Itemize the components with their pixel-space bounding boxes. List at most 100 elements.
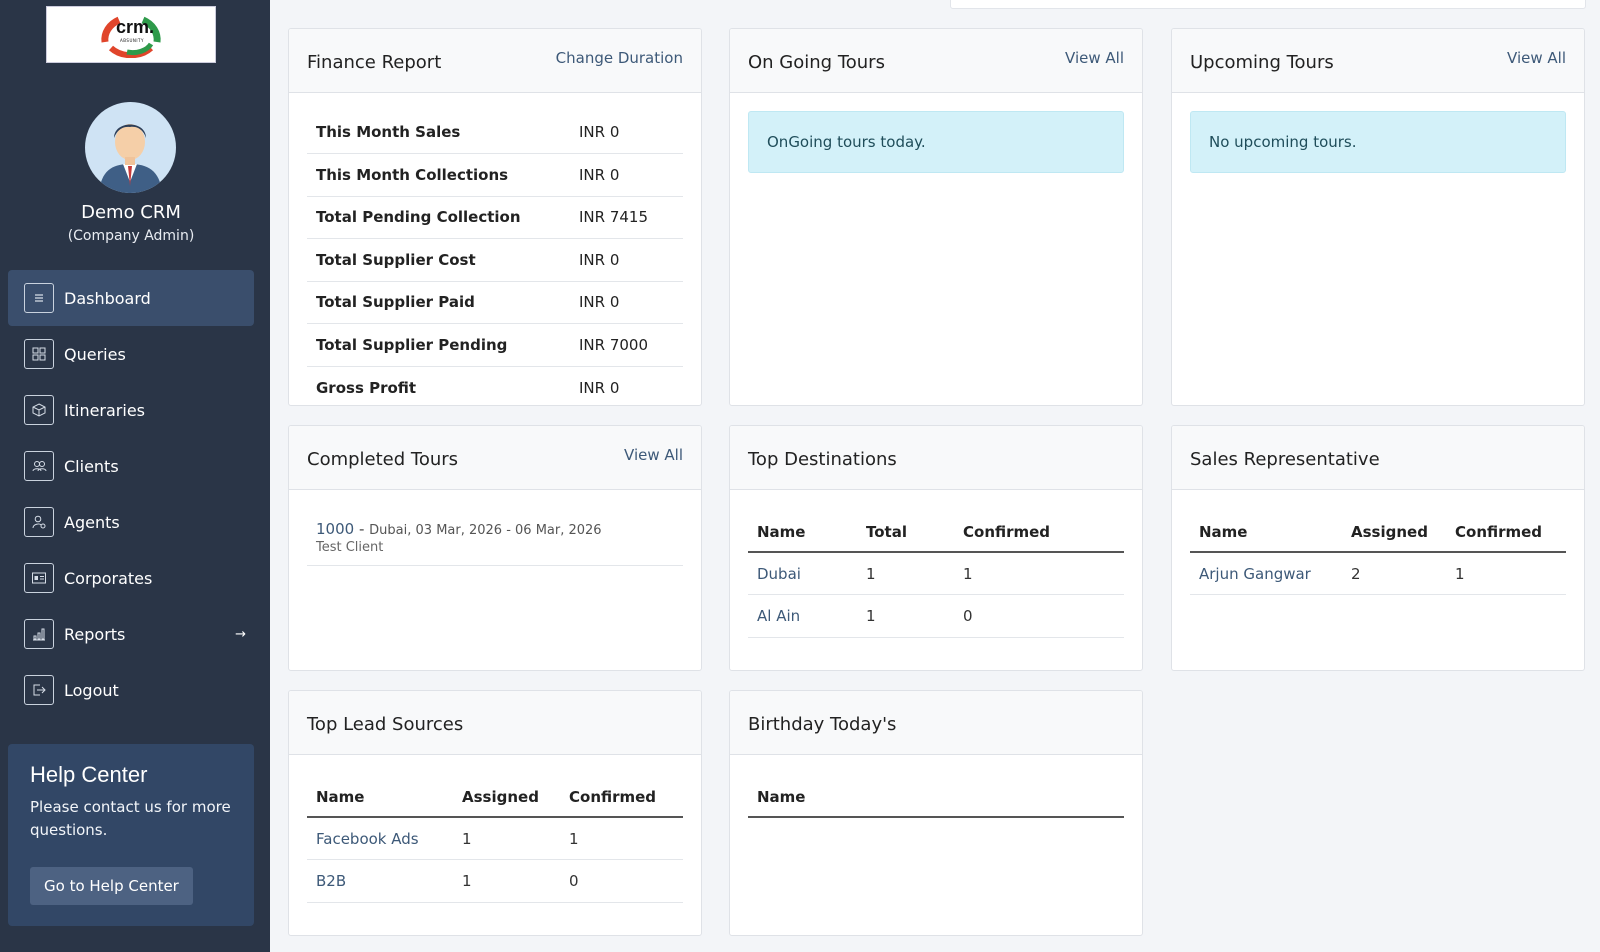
table-cell: 1 — [954, 552, 1124, 595]
nav-clients[interactable]: Clients — [8, 438, 254, 494]
table-cell: 1 — [453, 859, 560, 903]
card-title: Upcoming Tours — [1190, 52, 1334, 73]
card-title: Completed Tours — [307, 449, 459, 470]
top-destinations-card: Top Destinations Name Total Confirmed Du… — [729, 425, 1143, 671]
column-header: Total — [857, 512, 954, 553]
table-row: This Month Sales INR 0 — [307, 111, 683, 154]
table-cell: 0 — [560, 859, 683, 903]
sales-rep-table: Name Assigned Confirmed Arjun Gangwar 2 … — [1190, 512, 1566, 595]
grid-icon — [24, 339, 54, 369]
column-header: Name — [307, 777, 453, 818]
card-header: Birthday Today's — [730, 691, 1142, 755]
company-logo[interactable]: crm. ABSUNITY — [46, 6, 216, 63]
finance-label: Total Pending Collection — [307, 196, 570, 239]
table-row: Total Supplier Cost INR 0 — [307, 238, 683, 282]
column-header: Name — [1190, 512, 1342, 553]
completed-view-all-link[interactable]: View All — [624, 445, 683, 464]
users-icon — [24, 451, 54, 481]
logout-icon — [24, 675, 54, 705]
nav-corporates[interactable]: Corporates — [8, 550, 254, 606]
card-title: Top Destinations — [748, 449, 897, 470]
nav-queries[interactable]: Queries — [8, 326, 254, 382]
destinations-table: Name Total Confirmed Dubai 1 1 Al Ain 1 … — [748, 512, 1124, 638]
sales-rep-name-link[interactable]: Arjun Gangwar — [1190, 552, 1342, 595]
card-header: Top Lead Sources — [289, 691, 701, 755]
avatar[interactable] — [85, 102, 176, 193]
ongoing-tours-card: On Going Tours View All OnGoing tours to… — [729, 28, 1143, 406]
nav-dashboard[interactable]: Dashboard — [8, 270, 254, 326]
destination-name-link[interactable]: Dubai — [748, 552, 857, 595]
nav-logout[interactable]: Logout — [8, 662, 254, 718]
finance-label: Gross Profit — [316, 378, 417, 397]
table-header-row: Name Total Confirmed — [748, 512, 1124, 553]
list-item[interactable]: 1000 - Dubai, 03 Mar, 2026 - 06 Mar, 202… — [307, 520, 683, 566]
lead-sources-table: Name Assigned Confirmed Facebook Ads 1 1… — [307, 777, 683, 903]
column-header: Name — [748, 512, 857, 553]
top-search-bar[interactable] — [950, 0, 1586, 9]
table-header-row: Name — [748, 777, 1124, 818]
user-avatar-icon — [99, 124, 162, 193]
upcoming-view-all-link[interactable]: View All — [1507, 48, 1566, 67]
arrow-right-icon: → — [235, 626, 246, 642]
finance-value: INR 0 — [570, 111, 683, 154]
id-card-icon — [24, 563, 54, 593]
table-cell: 1 — [453, 817, 560, 860]
logo-subtext: ABSUNITY — [120, 38, 144, 43]
finance-label: Total Supplier Paid — [307, 281, 570, 324]
nav-reports[interactable]: Reports → — [8, 606, 254, 662]
card-title: Top Lead Sources — [307, 714, 464, 735]
finance-report-card: Finance Report Change Duration This Mont… — [288, 28, 702, 406]
lead-source-name-link[interactable]: B2B — [307, 859, 453, 903]
nav-itineraries[interactable]: Itineraries — [8, 382, 254, 438]
card-title: On Going Tours — [748, 52, 885, 73]
user-role: (Company Admin) — [67, 228, 195, 244]
table-header-row: Name Assigned Confirmed — [1190, 512, 1566, 553]
table-header-row: Name Assigned Confirmed — [307, 777, 683, 818]
user-name: Demo CRM — [81, 202, 181, 223]
card-title: Sales Representative — [1190, 449, 1380, 470]
sidebar: crm. ABSUNITY Demo CRM (Company Admin) D… — [0, 0, 270, 952]
table-row: Total Pending Collection INR 7415 — [307, 196, 683, 239]
card-header: Upcoming Tours View All — [1172, 29, 1584, 93]
ongoing-view-all-link[interactable]: View All — [1065, 48, 1124, 67]
nav-corporates-label: Corporates — [64, 568, 153, 588]
change-duration-link[interactable]: Change Duration — [555, 48, 683, 67]
finance-table: This Month Sales INR 0 This Month Collect… — [307, 111, 683, 405]
logo-icon — [101, 16, 161, 58]
nav-agents[interactable]: Agents — [8, 494, 254, 550]
ongoing-info-alert: OnGoing tours today. — [748, 111, 1124, 173]
card-header: Top Destinations — [730, 426, 1142, 490]
finance-value: INR 0 — [570, 153, 683, 197]
nav-logout-label: Logout — [64, 680, 119, 700]
table-cell: 1 — [857, 594, 954, 638]
nav-clients-label: Clients — [64, 456, 119, 476]
tour-meta: Dubai, 03 Mar, 2026 - 06 Mar, 2026 — [369, 523, 602, 538]
tour-client: Test Client — [316, 540, 384, 555]
destination-name-link[interactable]: Al Ain — [748, 594, 857, 638]
column-header: Confirmed — [954, 512, 1124, 553]
card-header: Completed Tours View All — [289, 426, 701, 490]
help-center-button[interactable]: Go to Help Center — [30, 867, 193, 905]
finance-value: INR 0 — [570, 281, 683, 324]
tour-id[interactable]: 1000 — [316, 520, 355, 538]
finance-value: INR 7000 — [570, 323, 683, 367]
finance-label: This Month Sales — [307, 111, 570, 154]
table-row: Al Ain 1 0 — [748, 594, 1124, 638]
table-cell: 0 — [954, 594, 1124, 638]
upcoming-info-alert: No upcoming tours. — [1190, 111, 1566, 173]
table-row: This Month Collections INR 0 — [307, 153, 683, 197]
nav-dashboard-label: Dashboard — [64, 288, 151, 308]
table-cell: 1 — [857, 552, 954, 595]
column-header: Confirmed — [560, 777, 683, 818]
table-row: Total Supplier Pending INR 7000 — [307, 323, 683, 367]
help-text: Please contact us for more questions. — [30, 798, 231, 839]
finance-label: This Month Collections — [307, 153, 570, 197]
card-header: Finance Report Change Duration — [289, 29, 701, 93]
column-header: Confirmed — [1446, 512, 1566, 553]
nav-reports-label: Reports — [64, 624, 126, 644]
lead-source-name-link[interactable]: Facebook Ads — [307, 817, 453, 860]
nav-queries-label: Queries — [64, 344, 126, 364]
table-row: Arjun Gangwar 2 1 — [1190, 552, 1566, 595]
card-title: Birthday Today's — [748, 714, 897, 735]
menu-lines-icon — [24, 283, 54, 313]
